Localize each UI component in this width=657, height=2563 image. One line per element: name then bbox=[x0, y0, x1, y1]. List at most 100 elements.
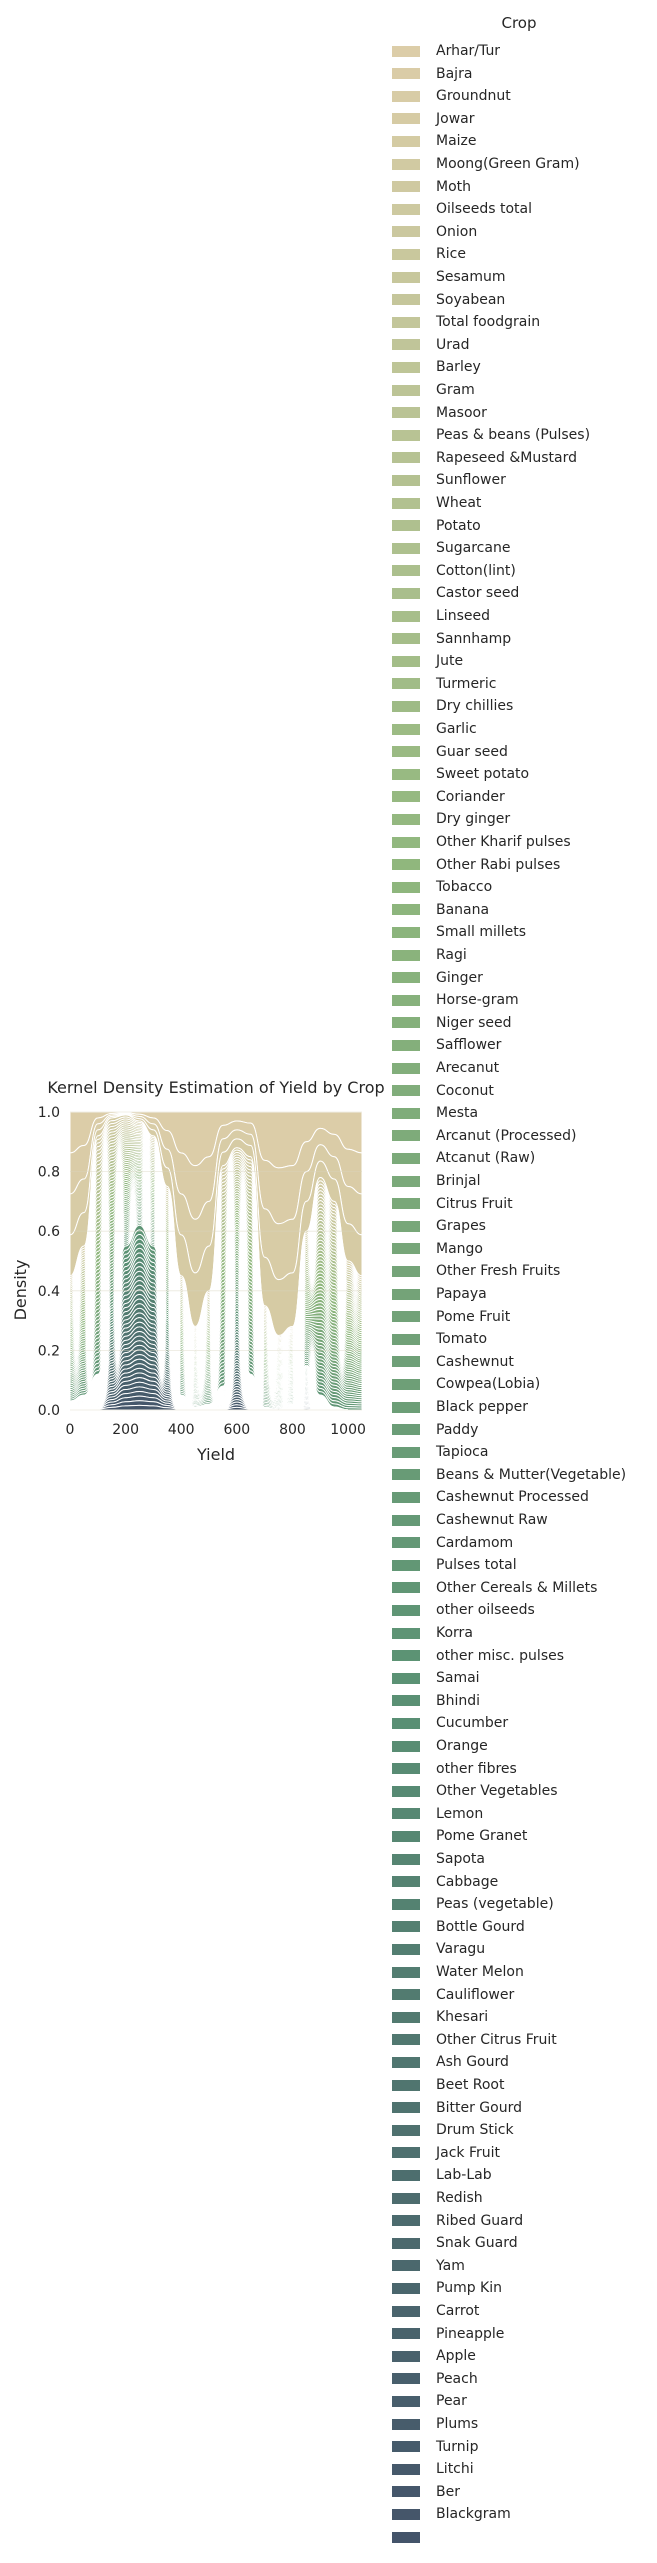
legend-label: Pump Kin bbox=[436, 2280, 502, 2297]
legend-swatch bbox=[392, 1966, 420, 1978]
legend-item: Rice bbox=[392, 243, 466, 265]
legend-swatch bbox=[392, 813, 420, 825]
legend-item: Onion bbox=[392, 221, 477, 243]
legend-label: Other Rabi pulses bbox=[436, 856, 561, 873]
legend-swatch bbox=[392, 2305, 420, 2317]
legend-swatch bbox=[392, 2237, 420, 2249]
legend-swatch bbox=[392, 407, 420, 419]
legend-swatch bbox=[392, 587, 420, 599]
legend-swatch bbox=[392, 2124, 420, 2136]
legend-item: Apple bbox=[392, 2345, 476, 2367]
y-tick-label: 0.0 bbox=[38, 1403, 60, 1419]
legend-item: Snak Guard bbox=[392, 2232, 518, 2254]
legend-item: other misc. pulses bbox=[392, 1645, 564, 1667]
legend-item: Redish bbox=[392, 2187, 483, 2209]
legend-label: Turnip bbox=[436, 2438, 479, 2455]
legend-label: Masoor bbox=[436, 404, 487, 421]
x-tick-label: 0 bbox=[66, 1422, 75, 1438]
legend-item: Ragi bbox=[392, 944, 467, 966]
legend-item: Orange bbox=[392, 1735, 488, 1757]
legend-swatch bbox=[392, 1582, 420, 1594]
legend-swatch bbox=[392, 1695, 420, 1707]
legend-item: Maize bbox=[392, 130, 477, 152]
legend-swatch bbox=[392, 655, 420, 667]
legend-swatch bbox=[392, 1198, 420, 1210]
chart-title: Kernel Density Estimation of Yield by Cr… bbox=[47, 1078, 384, 1097]
legend-label: Ginger bbox=[436, 969, 483, 986]
legend-label: Lab-Lab bbox=[436, 2167, 492, 2184]
legend-swatch bbox=[392, 1717, 420, 1729]
legend-swatch bbox=[392, 791, 420, 803]
x-tick-label: 400 bbox=[168, 1422, 195, 1438]
legend-item: Peas (vegetable) bbox=[392, 1893, 554, 1915]
legend-item: Mesta bbox=[392, 1102, 478, 1124]
legend-label: Jack Fruit bbox=[436, 2144, 501, 2161]
y-tick-label: 0.8 bbox=[38, 1165, 60, 1181]
legend-item: Banana bbox=[392, 899, 489, 921]
legend-swatch bbox=[392, 361, 420, 373]
legend-item: Pome Granet bbox=[392, 1825, 527, 1847]
x-axis-label: Yield bbox=[196, 1445, 235, 1464]
legend-item: Yam bbox=[392, 2255, 465, 2277]
legend-label: Orange bbox=[436, 1738, 488, 1754]
legend-label: Redish bbox=[436, 2190, 483, 2206]
legend-item: Coconut bbox=[392, 1080, 494, 1102]
legend-item: Arcanut (Processed) bbox=[392, 1125, 577, 1147]
legend-item: Litchi bbox=[392, 2458, 474, 2480]
plot-area bbox=[69, 1111, 363, 1411]
legend-item: Bajra bbox=[392, 63, 472, 85]
legend-item: Lab-Lab bbox=[392, 2164, 492, 2186]
legend-item: other fibres bbox=[392, 1758, 517, 1780]
legend-label: Urad bbox=[436, 336, 470, 353]
legend-label: Other Citrus Fruit bbox=[436, 2031, 557, 2048]
legend-swatch bbox=[392, 271, 420, 283]
legend-label: Other Cereals & Millets bbox=[436, 1579, 598, 1596]
legend-swatch bbox=[392, 45, 420, 57]
legend-item: Tobacco bbox=[392, 876, 492, 898]
legend-label: Other Vegetables bbox=[436, 1783, 558, 1800]
legend-swatch bbox=[392, 1152, 420, 1164]
legend-label: Dry ginger bbox=[436, 811, 511, 828]
legend-item: Sunflower bbox=[392, 469, 506, 491]
legend-item: Pear bbox=[392, 2390, 467, 2412]
legend-item: Small millets bbox=[392, 921, 526, 943]
legend-label: other fibres bbox=[436, 1760, 517, 1777]
legend-label: Varagu bbox=[436, 1941, 486, 1958]
legend-label: Banana bbox=[436, 901, 490, 918]
legend-item: Pulses total bbox=[392, 1554, 517, 1576]
legend-item: Gram bbox=[392, 379, 475, 401]
legend-label: Oilseeds total bbox=[436, 201, 532, 218]
legend-label: other misc. pulses bbox=[436, 1647, 565, 1664]
legend-label: Korra bbox=[436, 1625, 473, 1641]
legend-item: Beet Root bbox=[392, 2074, 505, 2096]
legend-swatch bbox=[392, 1785, 420, 1797]
legend-swatch bbox=[392, 497, 420, 509]
legend-swatch bbox=[392, 1401, 420, 1413]
legend-item: Dry ginger bbox=[392, 808, 510, 830]
legend-label: Beet Root bbox=[436, 2077, 505, 2093]
legend-label: Sapota bbox=[436, 1851, 485, 1867]
legend-item: Carrot bbox=[392, 2300, 479, 2322]
legend-swatch bbox=[392, 2395, 420, 2407]
legend-label: Maize bbox=[436, 133, 477, 150]
legend-item: Moth bbox=[392, 176, 471, 198]
legend-swatch bbox=[392, 1107, 420, 1119]
legend-item: Dry chillies bbox=[392, 695, 513, 717]
legend-item: Pineapple bbox=[392, 2323, 504, 2345]
legend-item: Samai bbox=[392, 1667, 480, 1689]
legend-item: Tapioca bbox=[392, 1441, 488, 1463]
legend-swatch bbox=[392, 1830, 420, 1842]
legend-swatch bbox=[392, 1740, 420, 1752]
legend-item: Sapota bbox=[392, 1848, 485, 1870]
legend-label: Bottle Gourd bbox=[436, 1918, 525, 1935]
legend-item: Other Citrus Fruit bbox=[392, 2029, 557, 2051]
legend-label: Pear bbox=[436, 2393, 467, 2410]
legend-swatch bbox=[392, 768, 420, 780]
legend-label: Cotton(lint) bbox=[436, 562, 516, 579]
legend-item: Niger seed bbox=[392, 1012, 511, 1034]
legend-item: Guar seed bbox=[392, 741, 508, 763]
legend-swatch bbox=[392, 2350, 420, 2362]
legend-swatch bbox=[392, 2373, 420, 2385]
legend-item: Bottle Gourd bbox=[392, 1916, 525, 1938]
